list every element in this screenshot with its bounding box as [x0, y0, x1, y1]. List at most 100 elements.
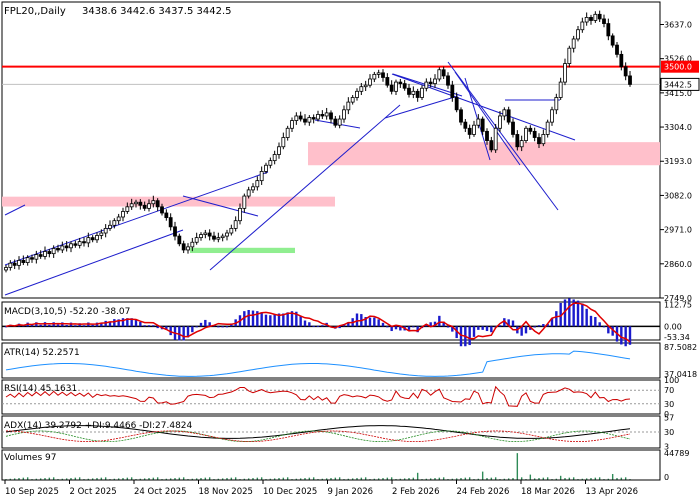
candle-body	[454, 97, 459, 111]
candle-body	[333, 118, 338, 126]
candle-body	[385, 77, 390, 86]
candle-body	[199, 234, 203, 239]
macd-histogram-bar	[165, 326, 168, 330]
candle-body	[12, 262, 17, 266]
candle-body	[623, 66, 628, 77]
macd-histogram-bar	[368, 317, 372, 327]
candle-body	[238, 207, 242, 222]
adx-tick-label: 30	[664, 428, 674, 437]
macd-histogram-bar	[277, 313, 281, 327]
candle-body	[203, 232, 208, 235]
macd-histogram-bar	[269, 315, 272, 327]
macd-histogram-bar	[221, 326, 224, 328]
macd-histogram-bar	[407, 326, 411, 330]
macd-histogram-bar	[451, 326, 454, 332]
macd-histogram-bar	[121, 318, 125, 327]
candle-body	[472, 124, 476, 135]
macd-histogram-bar	[130, 318, 133, 327]
candle-body	[225, 232, 229, 237]
candle-body	[394, 81, 398, 92]
price-tick-label: 2860.0	[664, 260, 692, 269]
candle-body	[190, 241, 195, 248]
macd-signal-line	[5, 302, 631, 343]
candle-body	[545, 121, 550, 135]
candle-body	[368, 78, 372, 86]
candle-body	[346, 101, 351, 111]
candle-body	[277, 146, 281, 155]
candle-body	[593, 13, 598, 21]
candle-body	[116, 216, 121, 222]
candle-body	[424, 81, 429, 89]
candle-body	[86, 237, 91, 244]
candle-body	[285, 127, 290, 138]
macd-histogram-bar	[134, 319, 138, 327]
candle-body	[446, 75, 450, 86]
macd-histogram-bar	[377, 319, 380, 327]
candle-body	[142, 204, 147, 209]
trend-line	[182, 195, 259, 217]
macd-histogram-bar	[412, 326, 415, 328]
macd-histogram-bar	[559, 302, 562, 327]
candle-body	[511, 121, 515, 135]
macd-histogram-bar	[48, 324, 51, 327]
atr-pane-frame	[1, 342, 661, 379]
candle-body	[433, 78, 437, 85]
volume-tick-label: 44789	[664, 449, 689, 458]
chart-header-symbol: FPL20,,Daily	[4, 6, 66, 17]
macd-histogram-bar	[446, 326, 450, 328]
chart-header-ohlc: 3438.6 3442.6 3437.5 3442.5	[82, 6, 232, 17]
candle-body	[558, 81, 563, 98]
macd-histogram-bar	[169, 326, 172, 336]
candle-body	[155, 200, 160, 208]
price-tick-label: 3526.0	[664, 55, 692, 64]
candle-body	[17, 260, 21, 266]
macd-label: MACD(3,10,5) -52.20 -38.07	[4, 307, 130, 317]
macd-histogram-bar	[620, 326, 623, 345]
candle-body	[541, 134, 546, 145]
candle-body	[259, 171, 264, 182]
candle-body	[121, 211, 125, 218]
candle-body	[580, 21, 585, 31]
candle-body	[51, 248, 56, 255]
candle-body	[389, 84, 394, 92]
trend-line	[209, 104, 401, 271]
candle-body	[485, 130, 489, 142]
candle-body	[160, 206, 164, 214]
candle-body	[459, 109, 463, 123]
price-axis: 3637.0 3526.0 3415.0 3304.0 3193.0 3082.0 2971…	[660, 20, 700, 303]
candle-body	[589, 17, 593, 21]
rsi-tick-label: 0	[664, 410, 669, 419]
price-tick-label: 3637.0	[664, 20, 692, 29]
candle-body	[99, 232, 104, 236]
macd-histogram-bar	[260, 312, 263, 327]
candle-body	[363, 84, 368, 88]
macd-histogram-bar	[542, 324, 545, 327]
price-zone	[2, 196, 335, 207]
candle-body	[502, 109, 507, 117]
last-price-tag	[660, 77, 700, 91]
candle-body	[47, 251, 52, 255]
macd-histogram-bar	[472, 326, 476, 337]
candle-body	[90, 237, 95, 241]
candle-body	[151, 200, 156, 205]
macd-histogram-bar	[507, 319, 510, 327]
time-tick-label: 24 Oct 2025	[134, 487, 187, 497]
macd-histogram-bar	[217, 326, 220, 328]
candle-body	[463, 121, 468, 129]
atr-label: ATR(14) 52.2571	[4, 348, 80, 358]
trend-line	[4, 229, 184, 296]
candle-body	[316, 114, 320, 120]
macd-histogram-bar	[312, 325, 315, 327]
candle-body	[251, 186, 255, 191]
price-zone	[308, 142, 660, 166]
candle-body	[242, 195, 247, 209]
candle-body	[576, 29, 580, 40]
candle-body	[506, 109, 511, 123]
candle-body	[220, 235, 225, 239]
macd-tick-label: 0.00	[664, 322, 682, 331]
time-tick-label: 18 Mar 2026	[521, 487, 575, 497]
candle-body	[38, 254, 43, 257]
candle-body	[177, 235, 182, 245]
rsi-line	[5, 385, 631, 407]
